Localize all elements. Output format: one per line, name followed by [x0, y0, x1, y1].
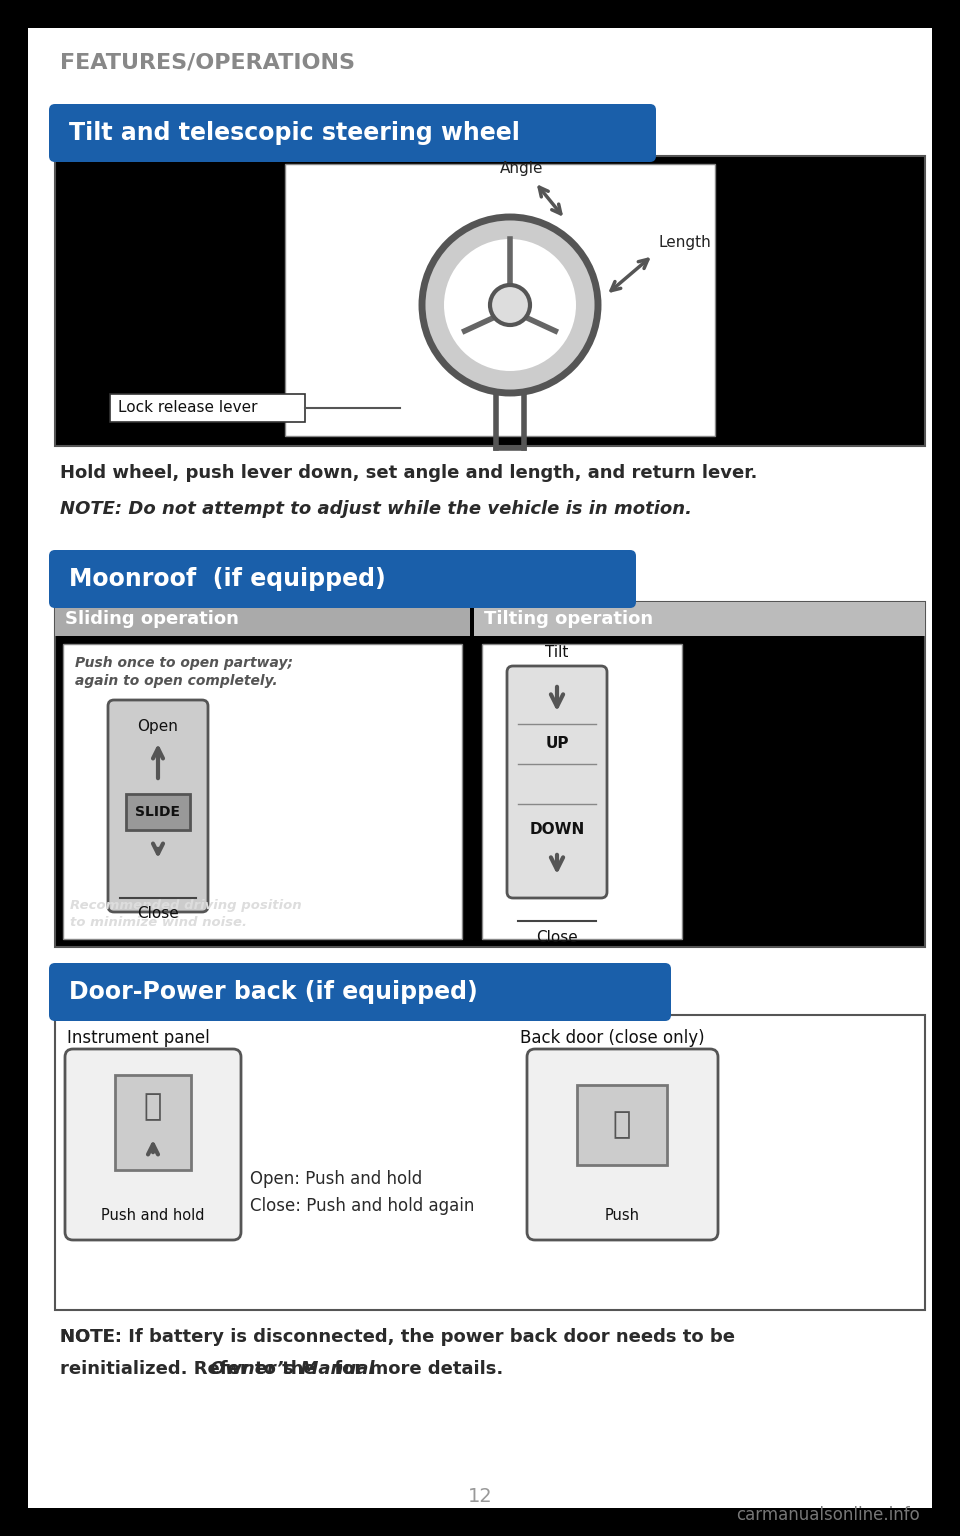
- FancyBboxPatch shape: [527, 1049, 718, 1240]
- Text: Close: Close: [536, 929, 578, 945]
- FancyBboxPatch shape: [49, 963, 671, 1021]
- Circle shape: [444, 240, 576, 372]
- Text: Tilt: Tilt: [545, 645, 568, 660]
- Text: NOTE: Do not attempt to adjust while the vehicle is in motion.: NOTE: Do not attempt to adjust while the…: [60, 501, 692, 518]
- Bar: [110, 395, 305, 422]
- Text: Open: Push and hold: Open: Push and hold: [250, 1170, 422, 1187]
- Text: for more details.: for more details.: [328, 1359, 504, 1378]
- Bar: [55, 1015, 925, 1310]
- Bar: [63, 644, 462, 938]
- Bar: [474, 602, 925, 636]
- FancyBboxPatch shape: [49, 550, 636, 608]
- Text: Recommended driving position
to minimize wind noise.: Recommended driving position to minimize…: [70, 899, 301, 929]
- Text: DOWN: DOWN: [529, 822, 585, 837]
- Text: 12: 12: [468, 1487, 492, 1507]
- Text: Tilt and telescopic steering wheel: Tilt and telescopic steering wheel: [69, 121, 520, 144]
- Text: Length: Length: [658, 235, 710, 250]
- FancyBboxPatch shape: [49, 104, 656, 161]
- Bar: [126, 794, 190, 829]
- Bar: [482, 644, 682, 938]
- Text: Open: Open: [137, 719, 179, 734]
- Text: Tilting operation: Tilting operation: [484, 610, 653, 628]
- Text: Push and hold: Push and hold: [101, 1209, 204, 1224]
- Text: Push once to open partway;
again to open completely.: Push once to open partway; again to open…: [75, 656, 293, 688]
- Bar: [115, 1075, 191, 1170]
- Text: carmanualsonline.info: carmanualsonline.info: [736, 1505, 920, 1524]
- Text: Close: Push and hold again: Close: Push and hold again: [250, 1197, 474, 1215]
- Text: Back door (close only): Back door (close only): [520, 1029, 705, 1048]
- Text: NOTE:: NOTE:: [60, 1329, 129, 1346]
- FancyBboxPatch shape: [507, 667, 607, 899]
- Bar: [55, 157, 925, 445]
- Text: Push: Push: [605, 1209, 639, 1224]
- Text: Lock release lever: Lock release lever: [118, 401, 257, 416]
- Text: Close: Close: [137, 906, 179, 922]
- Text: Instrument panel: Instrument panel: [67, 1029, 209, 1048]
- Text: SLIDE: SLIDE: [135, 805, 180, 819]
- Text: Angle: Angle: [500, 161, 543, 177]
- Text: Hold wheel, push lever down, set angle and length, and return lever.: Hold wheel, push lever down, set angle a…: [60, 464, 757, 482]
- Text: reinitialized. Refer to the: reinitialized. Refer to the: [60, 1359, 322, 1378]
- FancyBboxPatch shape: [65, 1049, 241, 1240]
- Text: Moonroof  (if equipped): Moonroof (if equipped): [69, 567, 386, 591]
- Text: Door-Power back (if equipped): Door-Power back (if equipped): [69, 980, 478, 1005]
- Circle shape: [422, 217, 598, 393]
- Text: NOTE: If battery is disconnected, the power back door needs to be: NOTE: If battery is disconnected, the po…: [60, 1329, 735, 1346]
- Text: ⎗: ⎗: [144, 1092, 162, 1121]
- Bar: [285, 164, 715, 436]
- FancyBboxPatch shape: [108, 700, 208, 912]
- Bar: [577, 1084, 667, 1164]
- Bar: [55, 602, 470, 636]
- Bar: [55, 602, 925, 948]
- Text: Sliding operation: Sliding operation: [65, 610, 239, 628]
- Text: Owner’s Manual: Owner’s Manual: [209, 1359, 374, 1378]
- Text: ⎗: ⎗: [612, 1111, 631, 1140]
- Text: FEATURES/OPERATIONS: FEATURES/OPERATIONS: [60, 52, 355, 72]
- Text: UP: UP: [545, 736, 568, 751]
- Circle shape: [490, 286, 530, 326]
